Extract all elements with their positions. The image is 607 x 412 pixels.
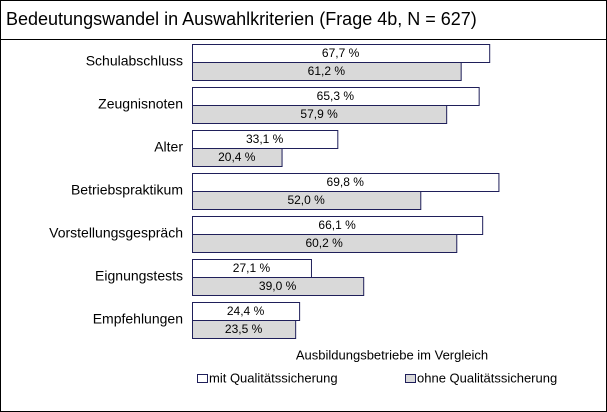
bar — [192, 191, 422, 210]
value-label: 66,1 % — [318, 218, 356, 232]
value-label: 33,1 % — [246, 132, 284, 146]
category-label: Schulabschluss — [86, 53, 183, 69]
category-label: Alter — [154, 139, 183, 155]
value-label: 61,2 % — [308, 64, 346, 78]
bar — [192, 105, 448, 124]
legend-label: mit Qualitätssicherung — [209, 370, 338, 385]
value-label: 67,7 % — [322, 46, 360, 60]
bar — [192, 234, 458, 253]
chart-title: Bedeutungswandel in Auswahlkriterien (Fr… — [6, 9, 477, 29]
value-label: 52,0 % — [287, 193, 325, 207]
bar — [192, 62, 462, 81]
category-label: Empfehlungen — [93, 311, 183, 327]
value-label: 20,4 % — [218, 150, 256, 164]
legend-swatch — [405, 374, 416, 383]
value-label: 23,5 % — [225, 322, 263, 336]
category-label: Vorstellungsgespräch — [49, 225, 183, 241]
bar — [192, 148, 283, 167]
category-label: Zeugnisnoten — [98, 96, 183, 112]
value-label: 69,8 % — [327, 175, 365, 189]
bar — [192, 277, 365, 296]
value-label: 27,1 % — [233, 261, 271, 275]
value-label: 24,4 % — [227, 304, 265, 318]
legend-title: Ausbildungsbetriebe im Vergleich — [296, 347, 488, 362]
legend-label: ohne Qualitätssicherung — [417, 370, 557, 385]
value-label: 60,2 % — [305, 236, 343, 250]
value-label: 57,9 % — [300, 107, 338, 121]
value-label: 39,0 % — [259, 279, 297, 293]
value-label: 65,3 % — [317, 89, 355, 103]
legend-swatch — [197, 374, 208, 383]
category-label: Betriebspraktikum — [71, 182, 183, 198]
bar — [192, 320, 297, 339]
category-label: Eignungstests — [95, 268, 183, 284]
